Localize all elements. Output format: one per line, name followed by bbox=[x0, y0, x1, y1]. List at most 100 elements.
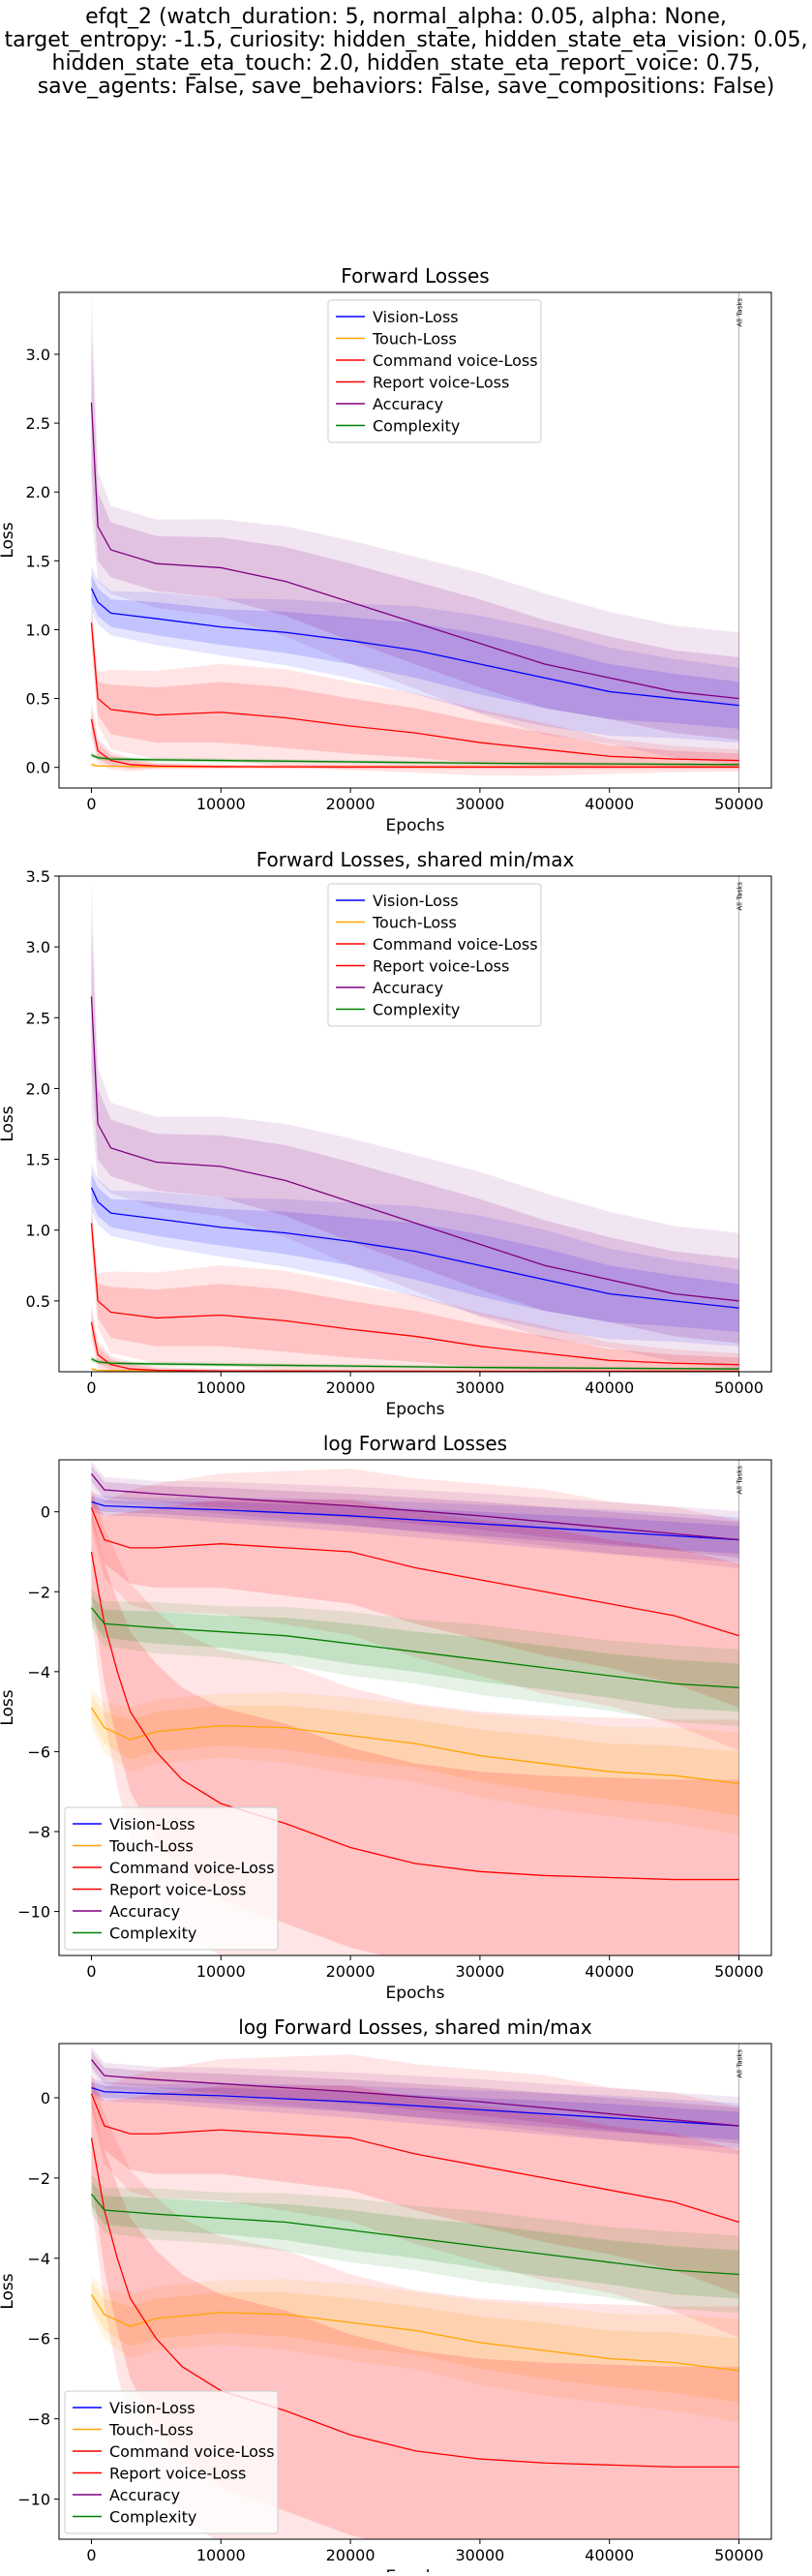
series-line-command-voice-loss bbox=[90, 1507, 739, 1637]
series-line-command-voice-loss bbox=[90, 2093, 739, 2224]
series-line-vision-loss bbox=[91, 2086, 739, 2127]
series-line-accuracy bbox=[90, 402, 739, 700]
plot-area bbox=[90, 1461, 739, 1955]
x-tick-label: 30000 bbox=[455, 795, 504, 813]
legend-label-command-voice-loss: Command voice-Loss bbox=[109, 2442, 275, 2461]
band-vision-loss bbox=[91, 574, 739, 729]
band-command-voice-loss bbox=[91, 1496, 739, 1708]
legend-label-accuracy: Accuracy bbox=[109, 1902, 180, 1921]
chart-title: log Forward Losses, shared min/max bbox=[238, 2015, 592, 2039]
band-outer-accuracy bbox=[91, 292, 739, 765]
band-command-voice-loss bbox=[91, 609, 739, 768]
band-outer-command-voice-loss bbox=[91, 2054, 739, 2338]
x-tick-label: 10000 bbox=[196, 795, 246, 813]
band-command-voice-loss bbox=[91, 1208, 739, 1372]
y-tick-label: −2 bbox=[27, 1583, 50, 1601]
series-line-command-voice-loss bbox=[90, 1223, 739, 1366]
series-line-complexity bbox=[91, 1358, 739, 1370]
legend-box bbox=[327, 883, 542, 1027]
series-line-touch-loss bbox=[90, 2293, 739, 2372]
series-line-accuracy bbox=[90, 2059, 739, 2127]
plot-area bbox=[90, 883, 739, 1372]
band-outer-touch-loss bbox=[91, 1688, 739, 1835]
band-outer-complexity bbox=[91, 2174, 739, 2314]
x-tick-label: 10000 bbox=[196, 1962, 246, 1981]
y-tick-label: 0.0 bbox=[26, 759, 50, 777]
x-tick-label: 40000 bbox=[585, 2546, 634, 2564]
legend-label-complexity: Complexity bbox=[373, 417, 460, 436]
series-line-complexity bbox=[90, 1607, 739, 1689]
x-tick-label: 50000 bbox=[714, 1379, 764, 1397]
y-tick-label: 3.0 bbox=[26, 346, 50, 364]
legend-label-accuracy: Accuracy bbox=[373, 395, 443, 413]
band-outer-report-voice-loss bbox=[91, 701, 739, 772]
band-outer-accuracy bbox=[91, 1461, 739, 1569]
series-line-report-voice-loss bbox=[90, 718, 739, 769]
chart-2: Forward Losses, shared min/max 0 10000 2000… bbox=[0, 848, 772, 1419]
band-vision-loss bbox=[91, 1173, 739, 1333]
y-tick-label: −10 bbox=[17, 2491, 50, 2509]
plot-frame bbox=[58, 875, 772, 1373]
band-outer-complexity bbox=[91, 1355, 739, 1371]
y-tick-label: −4 bbox=[27, 1663, 50, 1682]
y-axis-label: Loss bbox=[0, 2273, 17, 2309]
x-tick-label: 0 bbox=[86, 2546, 96, 2564]
figure-title: efqt_2 (watch_duration: 5, normal_alpha:… bbox=[4, 5, 808, 99]
series-line-report-voice-loss bbox=[90, 2137, 739, 2469]
y-tick-label: 1.0 bbox=[26, 1222, 50, 1240]
legend-label-command-voice-loss: Command voice-Loss bbox=[373, 351, 538, 370]
band-outer-touch-loss bbox=[91, 2275, 739, 2422]
x-tick-label: 20000 bbox=[326, 1962, 376, 1981]
x-tick-label: 30000 bbox=[455, 2546, 504, 2564]
legend-label-touch-loss: Touch-Loss bbox=[372, 914, 457, 932]
legend-label-vision-loss: Vision-Loss bbox=[373, 892, 459, 910]
legend-label-vision-loss: Vision-Loss bbox=[109, 1815, 195, 1834]
y-axis-label: Loss bbox=[0, 522, 17, 558]
band-outer-accuracy bbox=[91, 2046, 739, 2155]
series-line-vision-loss bbox=[90, 588, 739, 707]
y-tick-label: 3.5 bbox=[26, 867, 50, 886]
series-line-command-voice-loss bbox=[90, 622, 739, 762]
x-tick-label: 20000 bbox=[326, 1379, 376, 1397]
legend-box bbox=[64, 2390, 279, 2534]
y-tick-label: 0.5 bbox=[26, 690, 50, 709]
x-tick-label: 40000 bbox=[585, 1379, 634, 1397]
x-tick-label: 30000 bbox=[455, 1962, 504, 1981]
y-tick-label: 2.0 bbox=[26, 1079, 50, 1098]
y-tick-label: 2.5 bbox=[26, 414, 50, 433]
legend-label-vision-loss: Vision-Loss bbox=[373, 308, 459, 326]
series-line-accuracy bbox=[90, 1473, 739, 1541]
legend-label-report-voice-loss: Report voice-Loss bbox=[109, 1881, 246, 1899]
y-tick-label: 3.0 bbox=[26, 938, 50, 956]
series-line-report-voice-loss bbox=[90, 1551, 739, 1881]
y-tick-label: 1.0 bbox=[26, 621, 50, 639]
legend-label-vision-loss: Vision-Loss bbox=[109, 2399, 195, 2417]
x-tick-label: 0 bbox=[86, 1379, 96, 1397]
legend-label-touch-loss: Touch-Loss bbox=[108, 1837, 194, 1856]
legend-label-complexity: Complexity bbox=[373, 1001, 460, 1019]
y-axis-label: Loss bbox=[0, 1106, 17, 1141]
y-tick-label: −8 bbox=[27, 1823, 50, 1841]
legend-label-accuracy: Accuracy bbox=[109, 2486, 180, 2504]
y-tick-label: −6 bbox=[27, 2330, 50, 2349]
legend-label-report-voice-loss: Report voice-Loss bbox=[373, 957, 509, 976]
x-axis-label: Epochs bbox=[386, 2567, 445, 2572]
x-tick-label: 0 bbox=[86, 1962, 96, 1981]
legend-label-touch-loss: Touch-Loss bbox=[372, 330, 457, 349]
plot-area bbox=[90, 292, 739, 776]
y-tick-label: 0.5 bbox=[26, 1292, 50, 1311]
legend-label-accuracy: Accuracy bbox=[373, 979, 443, 997]
chart-1: Forward Losses 0 10000 20000 30000 40000 50000… bbox=[0, 264, 772, 835]
plot-frame bbox=[58, 291, 772, 789]
task-marker-label: All Tasks bbox=[737, 2049, 744, 2078]
x-tick-label: 10000 bbox=[196, 2546, 246, 2564]
x-axis-label: Epochs bbox=[386, 1984, 445, 2003]
legend-label-command-voice-loss: Command voice-Loss bbox=[109, 1859, 275, 1877]
band-outer-vision-loss bbox=[91, 1492, 739, 1562]
legend: Vision-Loss Touch-Loss Command voice-Loss R… bbox=[327, 299, 542, 443]
x-tick-label: 20000 bbox=[326, 2546, 376, 2564]
y-tick-label: 0 bbox=[41, 1503, 50, 1522]
x-axis-label: Epochs bbox=[386, 816, 445, 835]
x-tick-label: 50000 bbox=[714, 2546, 764, 2564]
